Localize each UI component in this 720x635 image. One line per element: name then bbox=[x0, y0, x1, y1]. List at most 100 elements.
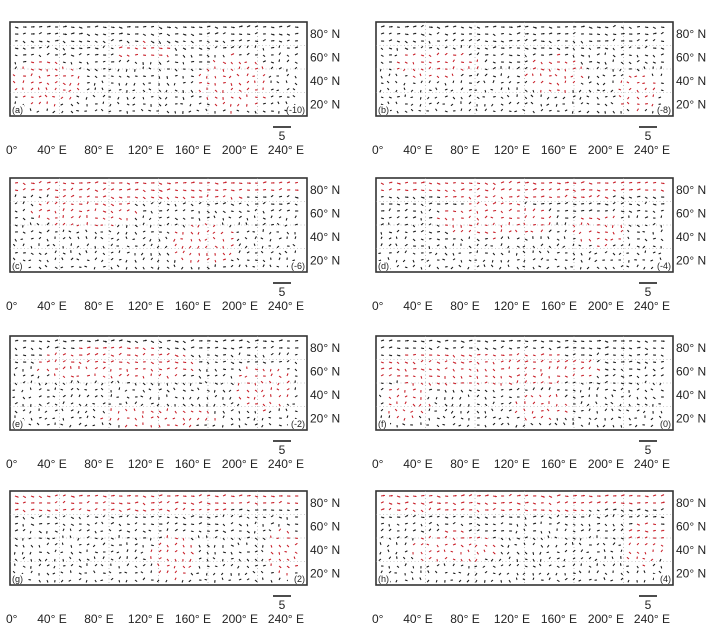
wind-vector-head bbox=[92, 95, 95, 97]
wind-vector-head bbox=[658, 252, 660, 255]
wind-vector-head bbox=[280, 339, 283, 342]
significant-wind-vector-head bbox=[233, 181, 235, 184]
wind-vector-head bbox=[88, 34, 90, 36]
wind-vector-head bbox=[157, 246, 159, 248]
wind-vector-head bbox=[581, 102, 584, 104]
wind-vector-head bbox=[454, 238, 456, 240]
wind-vector-head bbox=[630, 68, 632, 70]
significant-wind-vector-head bbox=[453, 230, 456, 232]
longitude-tick-label: 120° E bbox=[494, 143, 530, 157]
significant-wind-vector-head bbox=[508, 222, 510, 224]
wind-vector-head bbox=[216, 354, 219, 357]
significant-wind-vector-head bbox=[638, 82, 640, 84]
wind-vector-head bbox=[542, 202, 545, 205]
significant-wind-vector-head bbox=[566, 181, 569, 184]
wind-vector-head bbox=[287, 88, 290, 90]
significant-wind-vector-head bbox=[590, 230, 592, 232]
wind-vector-head bbox=[454, 25, 457, 28]
wind-vector-head bbox=[622, 46, 624, 49]
wind-vector-head bbox=[406, 202, 409, 205]
wind-vector-head bbox=[630, 196, 632, 199]
significant-wind-vector-head bbox=[629, 88, 632, 90]
wind-vector-head bbox=[414, 32, 417, 35]
significant-wind-vector-head bbox=[76, 375, 78, 377]
wind-vector-head bbox=[390, 54, 392, 56]
wind-vector-head bbox=[382, 203, 385, 205]
significant-wind-vector-head bbox=[206, 87, 208, 89]
wind-vector-head bbox=[622, 210, 625, 213]
significant-wind-vector-head bbox=[642, 75, 644, 77]
wind-vector-head bbox=[292, 244, 295, 246]
wind-vector-head bbox=[40, 348, 42, 350]
longitude-tick-label: 240° E bbox=[634, 299, 670, 313]
wind-vector-head bbox=[558, 346, 561, 349]
wind-vector-head bbox=[96, 339, 99, 342]
wind-vector-head bbox=[101, 383, 103, 386]
wind-vector-head bbox=[642, 259, 644, 261]
wind-vector-head bbox=[606, 26, 609, 29]
wind-vector-head bbox=[606, 203, 609, 206]
wind-vector-head bbox=[272, 203, 275, 205]
wind-vector-head bbox=[572, 91, 574, 93]
significant-wind-vector-head bbox=[558, 196, 561, 198]
wind-vector-head bbox=[200, 68, 202, 70]
significant-wind-vector-head bbox=[223, 253, 225, 256]
wind-vector-head bbox=[24, 340, 27, 342]
wind-vector-head bbox=[503, 26, 505, 28]
wind-vector-head bbox=[24, 196, 27, 198]
wind-vector-head bbox=[165, 246, 167, 248]
reference-vector-label: 5 bbox=[279, 443, 286, 457]
wind-vector-head bbox=[598, 61, 600, 64]
wind-vector-head bbox=[271, 195, 274, 197]
significant-wind-vector-head bbox=[582, 181, 585, 184]
wind-vector-head bbox=[40, 231, 42, 234]
wind-vector-head bbox=[248, 25, 251, 27]
significant-wind-vector-head bbox=[256, 368, 259, 371]
wind-vector-head bbox=[79, 53, 82, 55]
wind-vector-head bbox=[590, 26, 593, 29]
wind-vector-head bbox=[181, 267, 183, 270]
significant-wind-vector-head bbox=[199, 90, 201, 92]
significant-wind-vector-head bbox=[136, 367, 138, 370]
significant-wind-vector-head bbox=[542, 209, 544, 212]
wind-vector-head bbox=[638, 209, 641, 212]
wind-vector-head bbox=[151, 243, 153, 246]
significant-wind-vector-head bbox=[189, 253, 191, 256]
significant-wind-vector-head bbox=[158, 426, 161, 428]
significant-wind-vector-head bbox=[55, 69, 58, 71]
wind-vector-head bbox=[248, 196, 250, 198]
wind-vector-head bbox=[224, 32, 226, 34]
wind-vector-head bbox=[486, 53, 489, 56]
wind-vector-head bbox=[660, 66, 662, 68]
wind-vector-head bbox=[184, 202, 186, 204]
significant-wind-vector-head bbox=[438, 182, 441, 185]
significant-wind-vector-head bbox=[53, 105, 56, 107]
wind-vector-head bbox=[48, 40, 50, 43]
wind-vector-head bbox=[470, 339, 473, 342]
wind-vector-head bbox=[120, 403, 122, 405]
wind-vector-head bbox=[120, 259, 122, 261]
wind-vector-head bbox=[484, 91, 487, 93]
wind-vector-head bbox=[33, 33, 35, 35]
significant-wind-vector-head bbox=[452, 66, 455, 68]
wind-vector-head bbox=[381, 62, 384, 64]
significant-wind-vector-head bbox=[237, 104, 239, 107]
wind-vector-head bbox=[62, 247, 64, 249]
significant-wind-vector-head bbox=[125, 425, 127, 428]
wind-vector-head bbox=[167, 111, 169, 114]
wind-vector-head bbox=[510, 61, 512, 64]
significant-wind-vector-head bbox=[277, 383, 279, 386]
wind-vector-head bbox=[398, 26, 400, 28]
wind-vector-head bbox=[510, 347, 512, 350]
wind-vector-head bbox=[578, 110, 580, 113]
wind-vector-head bbox=[256, 54, 258, 56]
wind-vector-head bbox=[76, 388, 79, 390]
significant-wind-vector-head bbox=[287, 388, 290, 390]
significant-wind-vector-head bbox=[71, 209, 74, 211]
wind-vector-head bbox=[285, 219, 288, 221]
wind-vector-head bbox=[296, 62, 298, 64]
wind-vector-head bbox=[101, 422, 104, 424]
wind-vector-head bbox=[502, 81, 504, 84]
latitude-tick-label: 80° N bbox=[310, 341, 340, 355]
wind-vector-head bbox=[32, 47, 35, 49]
